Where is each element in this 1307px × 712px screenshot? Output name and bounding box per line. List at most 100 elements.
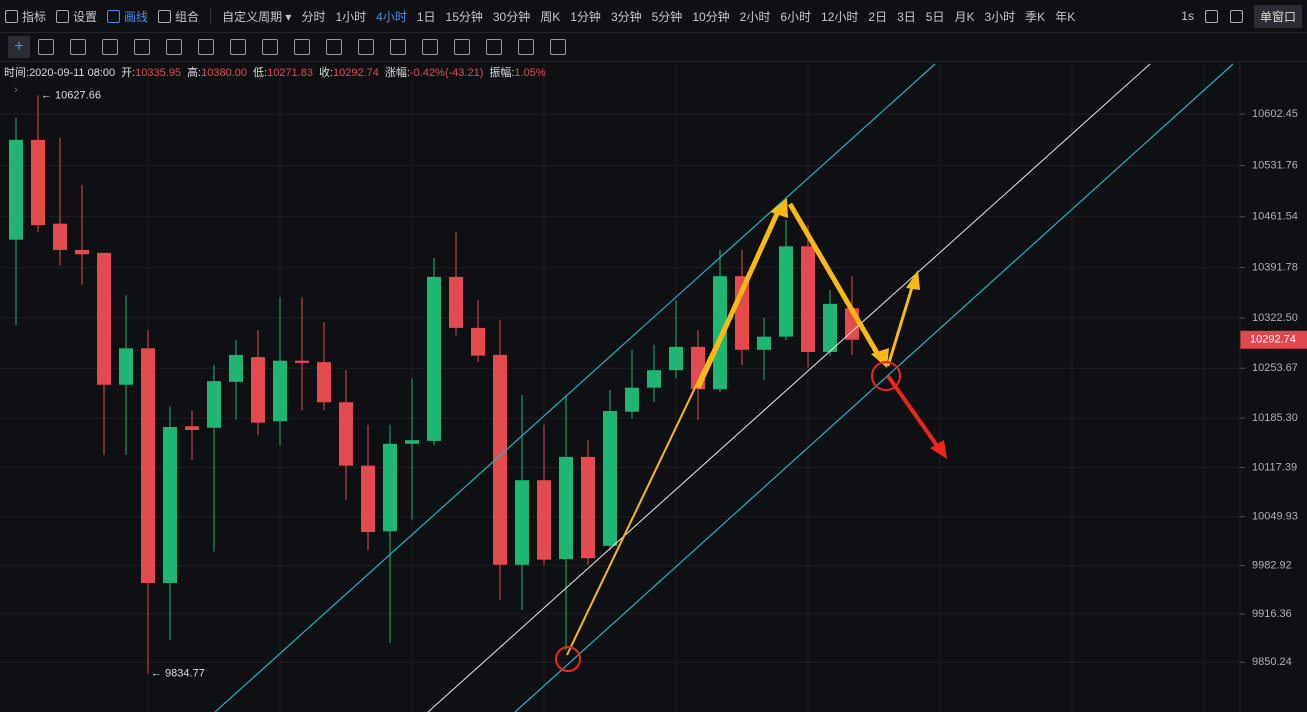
period[interactable]: 1小时 (335, 9, 367, 24)
divider (210, 8, 212, 24)
candle-body (405, 440, 419, 444)
last-price-label: 10292.74 (1250, 334, 1296, 346)
y-tick-label: 9982.92 (1252, 559, 1292, 571)
period[interactable]: 年K (1055, 9, 1076, 24)
tool[interactable] (166, 39, 182, 55)
toolbar-button[interactable]: 组合 (158, 8, 199, 25)
last-price-box (1240, 330, 1307, 349)
arrow-head (930, 440, 947, 459)
tool[interactable] (518, 39, 534, 55)
candle-body (779, 246, 793, 337)
custom-period-label: 自定义周期 (222, 9, 283, 24)
period[interactable]: 2小时 (739, 9, 771, 24)
icon (56, 9, 70, 23)
tool[interactable] (294, 39, 310, 55)
period[interactable]: 5分钟 (651, 9, 683, 24)
candle-body (471, 327, 485, 356)
y-tick-label: 10253.67 (1252, 362, 1298, 374)
tool[interactable] (198, 39, 214, 55)
period[interactable]: 1分钟 (570, 9, 601, 24)
period[interactable]: 月K (954, 9, 975, 24)
tool[interactable] (422, 39, 438, 55)
tool[interactable] (326, 39, 342, 55)
drawing-toolbar: + (0, 33, 1307, 62)
toolbar-button[interactable]: 画线 (107, 8, 148, 25)
custom-period[interactable]: 自定义周期 ▾ (222, 9, 292, 24)
candle-body (669, 346, 683, 371)
tool[interactable] (454, 39, 470, 55)
toolbar-button[interactable]: 指标 (5, 8, 46, 25)
period[interactable]: 12小时 (821, 9, 859, 24)
circle-marker (871, 361, 901, 391)
info-value: 2020-09-11 08:00 (29, 67, 115, 79)
period[interactable]: 1日 (416, 9, 436, 24)
tool[interactable] (38, 39, 54, 55)
tool[interactable] (358, 39, 374, 55)
tool[interactable] (550, 39, 566, 55)
y-tick-label: 10531.76 (1252, 159, 1298, 171)
candle-body (757, 336, 771, 350)
tool[interactable] (390, 39, 406, 55)
grid: 10602.45 10531.76 10461.54 10391.78 10322.50… (0, 62, 1298, 712)
max-label: ← 10627.66 (41, 89, 101, 101)
fullscreen[interactable] (1204, 9, 1218, 23)
candle-body (163, 427, 177, 583)
drawings (214, 63, 1234, 712)
toolbar-button[interactable]: 设置 (56, 8, 97, 25)
y-tick-label: 10461.54 (1252, 211, 1298, 223)
right-tools: 1s 单窗口 (1176, 4, 1307, 28)
window-mode[interactable]: 单窗口 (1253, 4, 1302, 28)
tool[interactable] (134, 39, 150, 55)
chart: 10602.45 10531.76 10461.54 10391.78 10322.50… (0, 62, 1307, 712)
period[interactable]: 6小时 (780, 9, 812, 24)
tool[interactable] (70, 39, 86, 55)
candle-body (713, 276, 727, 390)
candle-body (229, 354, 243, 382)
period[interactable]: 3分钟 (610, 9, 642, 24)
tool[interactable] (486, 39, 502, 55)
period[interactable]: 30分钟 (492, 9, 531, 24)
tool[interactable] (230, 39, 246, 55)
toolbar-label: 设置 (73, 9, 98, 24)
icon (5, 9, 18, 23)
period[interactable]: 15分钟 (445, 9, 483, 24)
candle-body (449, 276, 463, 328)
y-tick-label: 9916.36 (1252, 608, 1292, 620)
y-tick-label: 10391.78 (1252, 261, 1298, 273)
crosshair-tool[interactable]: + (8, 36, 30, 58)
period[interactable]: 季K (1025, 9, 1046, 24)
period[interactable]: 5日 (925, 9, 945, 24)
candle-body (97, 252, 111, 385)
channel-upper (214, 63, 936, 712)
toolbar-label: 画线 (124, 9, 149, 24)
y-tick-label: 10117.39 (1252, 461, 1297, 473)
arrow-red (886, 374, 940, 449)
channel-lower (514, 63, 1234, 712)
interval[interactable]: 1s (1181, 9, 1194, 23)
tool[interactable] (102, 39, 118, 55)
candle-body (53, 223, 67, 250)
candle-body (295, 360, 309, 363)
tool[interactable] (262, 39, 278, 55)
icon (158, 9, 172, 23)
channel-mid (427, 63, 1151, 712)
period[interactable]: 3日 (897, 9, 916, 24)
candle-body (823, 303, 837, 352)
info-label: 时间: (4, 66, 29, 79)
candle-body (801, 246, 815, 352)
info-value: 10335.95 (135, 67, 181, 79)
info-label: 高: (187, 65, 201, 79)
icon (107, 9, 121, 23)
candle-body (317, 362, 331, 403)
candle-body (273, 360, 287, 422)
expand[interactable]: › (14, 84, 18, 96)
y-tick-label: 10322.50 (1252, 312, 1298, 324)
period[interactable]: 4小时 (376, 9, 407, 24)
period[interactable]: 分时 (301, 9, 326, 24)
period[interactable]: 2日 (868, 9, 888, 24)
period[interactable]: 10分钟 (692, 9, 730, 24)
candle-body (207, 381, 221, 428)
period[interactable]: 3小时 (984, 9, 1016, 24)
period[interactable]: 周K (540, 9, 561, 24)
screenshot[interactable] (1229, 9, 1243, 23)
